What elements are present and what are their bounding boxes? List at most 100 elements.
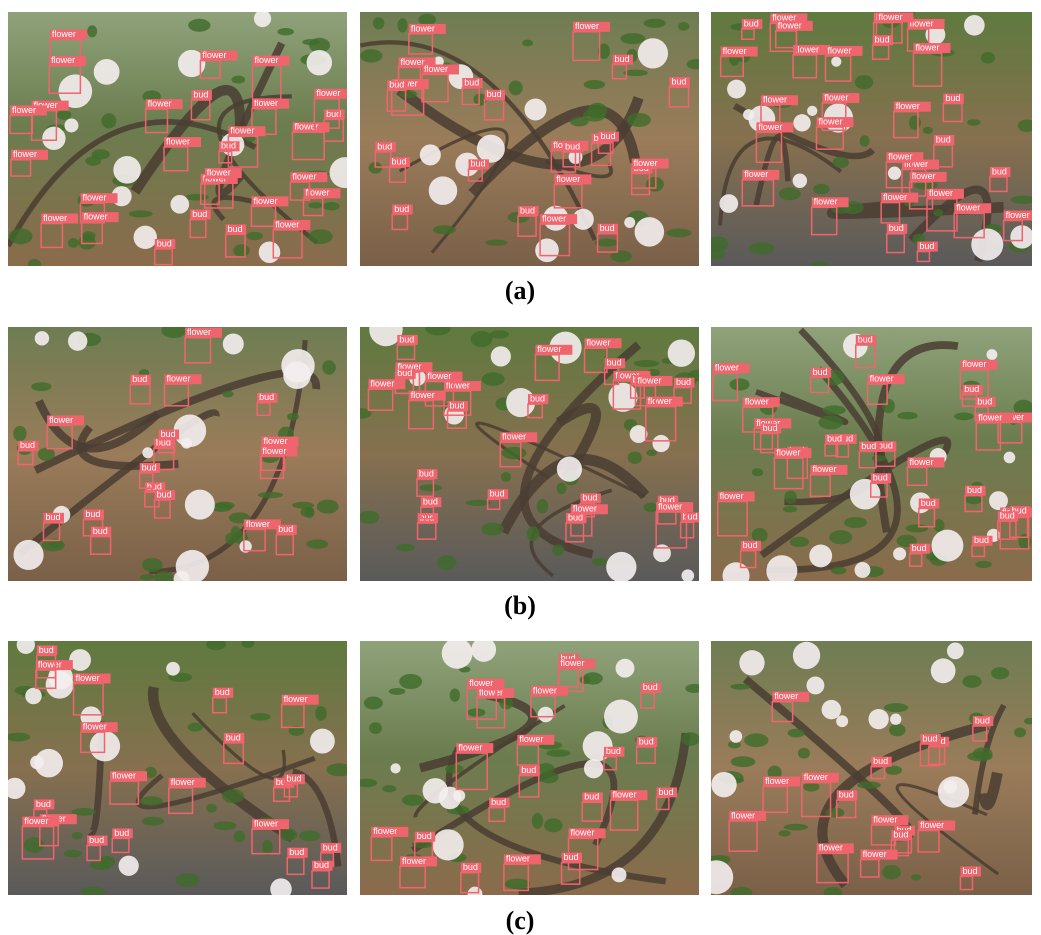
photo-panel: budflowerflowerbudflowerbudbudflowerflow… xyxy=(4,636,351,900)
caption: (b) xyxy=(504,591,536,620)
leaf xyxy=(666,229,691,238)
detection-label: flower xyxy=(915,42,939,52)
leaf xyxy=(923,127,933,134)
detection-label: bud xyxy=(827,434,842,444)
detection-label: bud xyxy=(36,799,51,809)
leaf xyxy=(445,764,463,773)
detection-label: flower xyxy=(909,457,933,467)
leaf xyxy=(68,238,79,248)
leaf xyxy=(730,378,750,390)
leaf xyxy=(580,675,591,684)
detection-label: bud xyxy=(912,543,927,553)
blossom xyxy=(471,637,496,662)
detection-label: flower xyxy=(230,126,254,136)
leaf xyxy=(206,638,226,650)
leaf xyxy=(161,323,186,338)
leaf xyxy=(779,187,801,200)
detection-label: flower xyxy=(612,790,636,800)
leaf xyxy=(829,530,852,544)
leaf xyxy=(933,209,943,216)
blossom xyxy=(281,349,314,382)
leaf xyxy=(882,399,895,413)
detection-label: bud xyxy=(521,765,536,775)
blossom xyxy=(868,709,888,729)
leaf xyxy=(855,75,873,89)
caption: (a) xyxy=(505,276,535,305)
detection-label: flower xyxy=(284,694,308,704)
blossom xyxy=(1004,452,1016,464)
leaf xyxy=(399,90,417,98)
detection-label: bud xyxy=(397,368,412,378)
leaf xyxy=(584,80,605,89)
leaf xyxy=(369,722,382,734)
leaf xyxy=(644,19,666,28)
leaf xyxy=(28,259,42,271)
leaf xyxy=(129,210,153,217)
detection-label: flower xyxy=(52,29,76,39)
leaf xyxy=(1018,119,1037,132)
leaf xyxy=(72,832,83,839)
detection-label: flower xyxy=(166,136,190,146)
blossom xyxy=(931,530,963,562)
blossom xyxy=(681,569,694,582)
leaf xyxy=(731,756,756,767)
blossom xyxy=(699,860,733,894)
photo-panel: budbudflowerbudbudflowerflowerbudflowerb… xyxy=(360,12,707,266)
leaf xyxy=(382,785,396,792)
detection-label: bud xyxy=(470,159,485,169)
detection-label: bud xyxy=(226,732,241,742)
blossom xyxy=(766,555,797,586)
blossom xyxy=(807,106,817,116)
blossom xyxy=(793,114,810,131)
leaf xyxy=(502,447,527,459)
detection-label: bud xyxy=(614,54,629,64)
blossom xyxy=(793,173,807,187)
blossom xyxy=(254,10,271,27)
detection-label: flower xyxy=(458,742,482,752)
blossom xyxy=(35,331,49,345)
detection-label: flower xyxy=(731,810,755,820)
leaf xyxy=(1019,534,1032,550)
detection-label: bud xyxy=(423,497,438,507)
photo-panel: budflowerflowerbudflowerflowerbudflowerb… xyxy=(699,641,1034,899)
leaf xyxy=(482,372,505,386)
leaf xyxy=(704,248,725,259)
detection-label: flower xyxy=(763,95,787,105)
leaf xyxy=(752,468,763,476)
detection-label: bud xyxy=(399,334,414,344)
leaf xyxy=(287,413,299,421)
blossom xyxy=(330,157,361,188)
detection-label: flower xyxy=(863,849,887,859)
detection-label: bud xyxy=(314,860,329,870)
leaf xyxy=(509,81,523,96)
detection-label: bud xyxy=(278,524,293,534)
detection-label: flower xyxy=(715,363,739,373)
blossom xyxy=(538,707,554,723)
blossom xyxy=(638,38,668,68)
detection-label: flower xyxy=(43,213,67,223)
blossom xyxy=(119,856,139,876)
detection-label: bud xyxy=(659,787,674,797)
leaf xyxy=(402,794,424,805)
leaf xyxy=(356,779,377,788)
detection-label: bud xyxy=(464,77,479,87)
detection-label: flower xyxy=(814,197,838,207)
detection-label: flower xyxy=(765,776,789,786)
detection-label: flower xyxy=(506,854,530,864)
blossom xyxy=(604,700,638,734)
detection-label: flower xyxy=(828,45,852,55)
leaf xyxy=(359,511,380,524)
leaf xyxy=(466,500,491,506)
photo-panel: budflowerflowerbudflowerbudflowerbudbudf… xyxy=(711,327,1037,589)
leaf xyxy=(57,110,72,120)
leaf xyxy=(222,391,233,398)
detection-label: bud xyxy=(420,512,435,522)
leaf xyxy=(142,817,164,826)
leaf xyxy=(981,52,995,63)
detection-label: bud xyxy=(873,756,888,766)
blossom xyxy=(142,447,153,458)
leaf xyxy=(399,674,422,689)
blossom xyxy=(64,118,78,132)
leaf xyxy=(222,789,244,803)
leaf xyxy=(234,831,245,843)
